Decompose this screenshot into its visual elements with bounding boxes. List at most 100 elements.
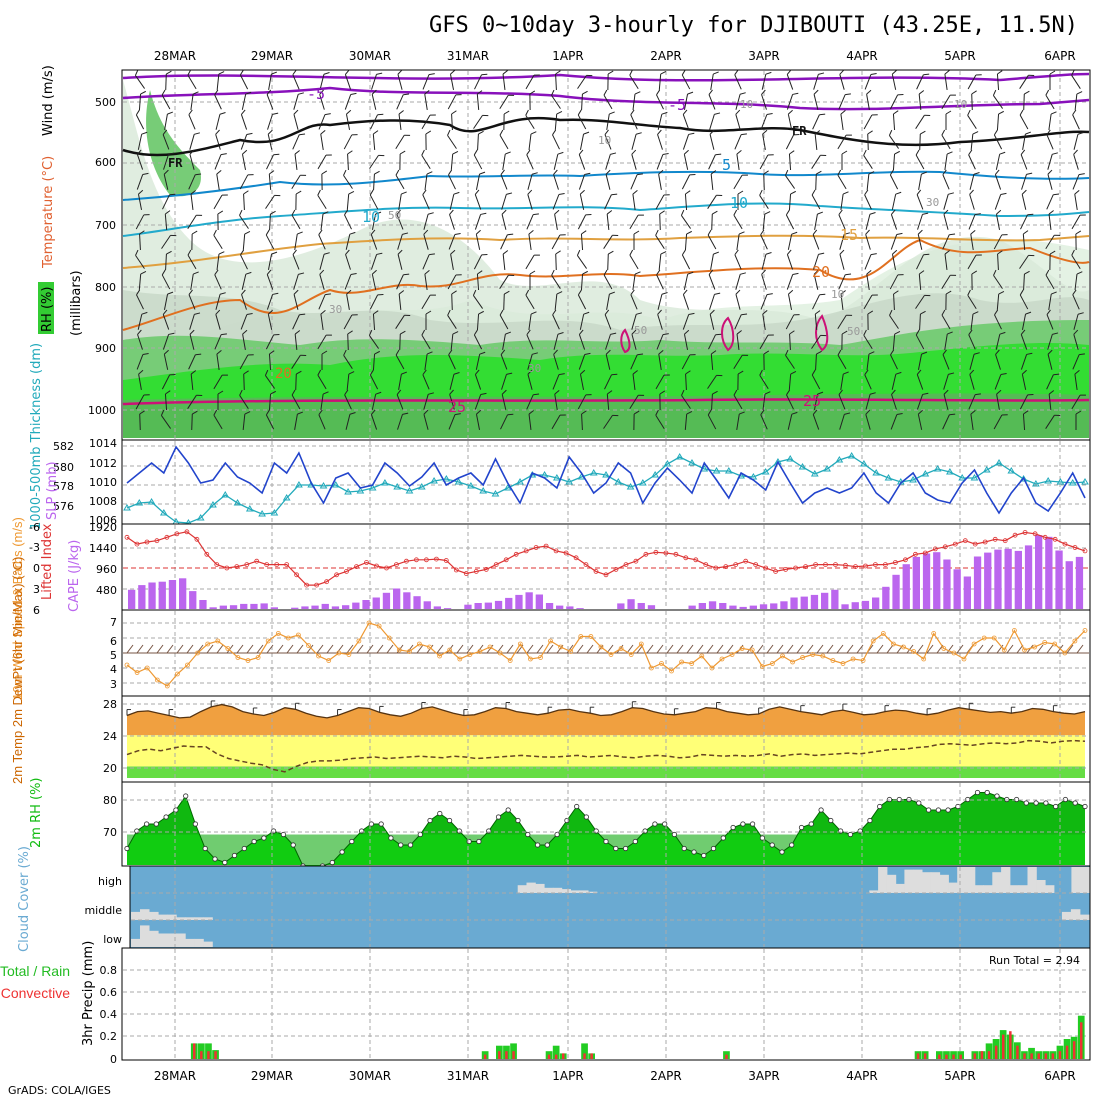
wind-barb xyxy=(630,289,638,310)
wind-barb xyxy=(579,311,590,330)
wind-speed-point xyxy=(144,665,150,671)
barb-flag xyxy=(863,329,867,336)
wind-barb xyxy=(295,370,302,391)
wind-barb xyxy=(1020,352,1033,370)
wind-barb xyxy=(657,309,663,330)
wind-barb xyxy=(161,89,171,110)
rh-point xyxy=(603,838,609,845)
barb-flag xyxy=(1026,352,1033,355)
precip-conv-bar xyxy=(200,1051,203,1059)
barb-flag xyxy=(708,89,713,95)
wind-speed-point xyxy=(628,652,634,657)
contour-label: 50 xyxy=(388,209,401,222)
barb-flag xyxy=(505,151,511,155)
barb-flag xyxy=(582,90,588,95)
barb-flag xyxy=(274,194,281,197)
thickness-point xyxy=(872,469,881,476)
wind-speed-point xyxy=(780,653,785,659)
wind-barb xyxy=(761,252,772,270)
lifted-point xyxy=(274,562,280,567)
barb-staff xyxy=(993,275,1003,289)
wind-barb xyxy=(685,370,691,391)
precip-conv-bar xyxy=(483,1054,487,1059)
rh-point xyxy=(153,821,159,827)
wind-barb xyxy=(506,644,514,654)
barb-flag xyxy=(559,234,566,236)
wind-barb xyxy=(188,289,196,310)
barb-flag xyxy=(992,89,997,96)
cape-bar xyxy=(637,603,645,609)
barb-flag xyxy=(291,209,296,216)
barb-flag xyxy=(681,69,686,76)
barb-staff xyxy=(631,154,637,170)
thickness-point xyxy=(430,477,438,484)
barb-staff xyxy=(941,314,951,330)
barb-staff xyxy=(1045,234,1055,250)
cloud-gap-cell xyxy=(203,917,213,920)
wind-barb xyxy=(447,309,457,329)
wind-barb xyxy=(629,249,639,270)
wind-barb xyxy=(657,129,663,150)
cloud-gap-cell xyxy=(1018,885,1028,893)
barb-staff xyxy=(762,213,766,231)
barb-flag xyxy=(661,292,668,295)
barb-staff xyxy=(735,294,741,310)
barb-flag xyxy=(455,94,462,96)
cloud-label: Cloud Cover (%) xyxy=(17,846,32,952)
barb-flag xyxy=(447,129,451,136)
rh-label-swatch xyxy=(38,282,54,334)
barb-staff xyxy=(629,394,639,410)
lifted-point xyxy=(393,562,399,567)
barb-flag xyxy=(764,211,771,215)
upper-air-ylabel: RH (%) Temperature (°C) Wind (m/s) (mill… xyxy=(38,65,84,336)
barb-flag xyxy=(374,350,380,355)
barb-staff xyxy=(579,194,585,210)
rh-point xyxy=(984,789,990,796)
barb-flag xyxy=(868,351,875,355)
barb-staff xyxy=(1046,374,1054,390)
barb-staff xyxy=(785,134,795,150)
cape-bar xyxy=(1014,550,1022,609)
wind-barb xyxy=(605,349,611,370)
wind-barb xyxy=(891,69,897,90)
barb-flag xyxy=(298,272,305,275)
barb-staff xyxy=(785,214,795,230)
barb-staff xyxy=(1047,154,1053,170)
barb-staff xyxy=(551,275,561,289)
wind-speed-point xyxy=(598,644,604,650)
wind-barb xyxy=(734,249,742,270)
wind-barb xyxy=(733,209,743,230)
wind-barb xyxy=(345,231,356,250)
lifted-point xyxy=(264,562,270,567)
barb-staff xyxy=(161,415,171,429)
barb-staff xyxy=(551,414,561,430)
cloud-gap-cell xyxy=(1009,885,1020,893)
wind-barb xyxy=(787,109,793,130)
barb-flag xyxy=(240,249,245,256)
barb-flag xyxy=(326,334,332,336)
barb-flag xyxy=(219,292,226,295)
wind-barb xyxy=(656,89,664,110)
barb-staff xyxy=(319,254,325,270)
barb-staff xyxy=(267,254,273,270)
cloud-gap-cell xyxy=(561,889,571,893)
cape-bar xyxy=(902,564,910,609)
barb-flag xyxy=(1047,349,1053,355)
wind-barb xyxy=(945,290,952,311)
barb-flag xyxy=(688,312,695,315)
wind-barb xyxy=(398,110,404,131)
cape-bar xyxy=(688,605,696,609)
barb-staff xyxy=(527,354,533,370)
barb-staff xyxy=(709,134,715,150)
wind-barb xyxy=(580,230,587,251)
barb-staff xyxy=(711,213,713,231)
wind-speed-point xyxy=(1082,628,1088,633)
barb-staff xyxy=(711,393,713,411)
wind-label: Wind (m/s) xyxy=(41,65,56,136)
wind-barb xyxy=(1048,390,1055,411)
barb-flag xyxy=(375,391,382,395)
wind-barb xyxy=(683,271,694,290)
rh-point xyxy=(173,807,179,813)
lifted-point xyxy=(304,582,310,588)
lifted-point xyxy=(863,563,868,569)
